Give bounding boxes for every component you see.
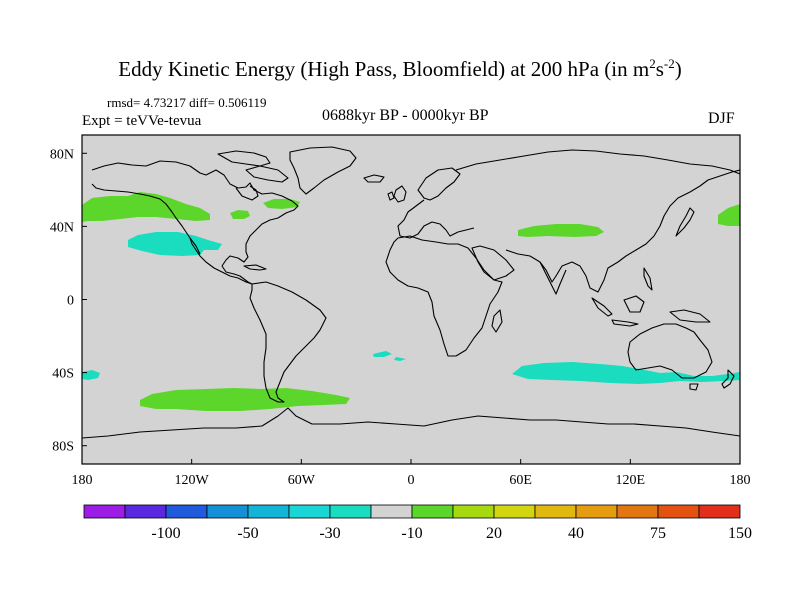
colorbar-swatch (83, 504, 126, 519)
axis-ticks: 180 120W 60W 0 60E 120E 180 80N 40N 0 40S 80S (50, 147, 751, 488)
x-tick-label: 60W (288, 473, 316, 488)
colorbar-swatch (329, 504, 372, 519)
colorbar-swatch (206, 504, 249, 519)
coastline-baffin (245, 165, 289, 183)
colorbar-label: -30 (319, 525, 340, 542)
anomaly-south-atlantic-negative-2 (394, 357, 406, 361)
colorbar-swatch (493, 504, 536, 519)
colorbar-label: 20 (486, 525, 502, 542)
coastline-antarctica (82, 407, 740, 439)
anomaly-layer (82, 146, 740, 439)
x-tick-label: 180 (72, 473, 93, 488)
colorbar-swatch (411, 504, 454, 519)
colorbar-swatch (575, 504, 618, 519)
coastline-iceland (363, 174, 385, 183)
anomaly-north-pacific-positive (82, 192, 210, 222)
coastline-africa (385, 235, 503, 357)
colorbar-swatch (616, 504, 659, 519)
anomaly-south-atlantic-negative (373, 351, 392, 357)
colorbar-swatch (657, 504, 700, 519)
title-main: Eddy Kinetic Energy (High Pass, Bloomfie… (118, 57, 650, 81)
y-tick-label: 40S (52, 367, 74, 382)
coastline-tasmania (689, 383, 699, 391)
anomaly-labrador-positive (263, 199, 300, 209)
coastline-south-america (249, 281, 327, 403)
coastline-eurasia-north (455, 149, 740, 175)
coastline-hudson-bay (235, 185, 259, 201)
colorbar-label: -10 (401, 525, 422, 542)
colorbar-swatch (452, 504, 495, 519)
anomaly-east-pacific-positive (718, 204, 740, 226)
x-tick-label: 0 (408, 473, 415, 488)
coastline-madagascar (491, 309, 503, 333)
coastline-cuba (243, 264, 267, 271)
coastlines (82, 146, 740, 439)
x-tick-label: 120W (175, 473, 210, 488)
colorbar-swatch (124, 504, 167, 519)
coastline-indonesia-sumatra (591, 297, 613, 317)
colorbar-swatch (534, 504, 577, 519)
period-label: 0688kyr BP - 0000kyr BP (322, 107, 489, 124)
coastline-europe-west (397, 199, 475, 239)
title-s: s (655, 57, 664, 81)
coastline-ireland (387, 191, 395, 201)
colorbar-label: 40 (568, 525, 584, 542)
y-tick-label: 40N (50, 220, 74, 235)
coastline-arabia (471, 245, 515, 281)
coastline-baja (189, 237, 201, 255)
coastline-india (539, 261, 567, 295)
coastline-indonesia-java (611, 319, 639, 327)
x-tick-label: 120E (616, 473, 646, 488)
anomaly-central-asia-positive (518, 224, 604, 237)
colorbar-label: 75 (650, 525, 666, 542)
anomaly-great-lakes-positive (230, 210, 250, 219)
coastline-australia (627, 323, 713, 379)
coastline-uk (393, 185, 407, 203)
colorbar-swatch (698, 504, 741, 519)
coastline-greenland (289, 146, 357, 195)
title-close: ) (674, 57, 682, 81)
coastline-arctic-islands (217, 150, 271, 167)
y-tick-label: 0 (67, 294, 74, 309)
title-superscript-1: 2 (649, 56, 656, 71)
y-tick-label: 80N (50, 147, 74, 162)
stats-text: rmsd= 4.73217 diff= 0.506119 (107, 95, 267, 110)
y-tick-label: 80S (52, 440, 74, 455)
coastline-philippines (643, 267, 653, 291)
coastline-japan (675, 207, 695, 237)
colorbar-label: -50 (237, 525, 258, 542)
colorbar-label: -100 (151, 525, 180, 542)
colorbar: -100 -50 -30 -10 20 40 75 150 (83, 504, 752, 542)
x-tick-label: 60E (509, 473, 532, 488)
coastline-borneo (623, 295, 645, 313)
coastline-new-zealand (721, 369, 735, 389)
anomaly-south-pacific-positive (140, 388, 350, 411)
x-tick-label: 180 (730, 473, 751, 488)
colorbar-swatch (370, 504, 413, 519)
season-label: DJF (708, 110, 735, 127)
experiment-label: Expt = teVVe-tevua (82, 113, 202, 129)
coastline-asia-south (505, 169, 740, 293)
coastline-north-america (91, 160, 299, 285)
colorbar-swatch (288, 504, 331, 519)
coastline-new-guinea (669, 309, 711, 323)
title-superscript-2: -2 (663, 56, 675, 71)
coastline-scandinavia (417, 167, 461, 201)
colorbar-swatch (165, 504, 208, 519)
colorbar-swatch (247, 504, 290, 519)
colorbar-label: 150 (728, 525, 752, 542)
figure-title: Eddy Kinetic Energy (High Pass, Bloomfie… (0, 56, 800, 82)
